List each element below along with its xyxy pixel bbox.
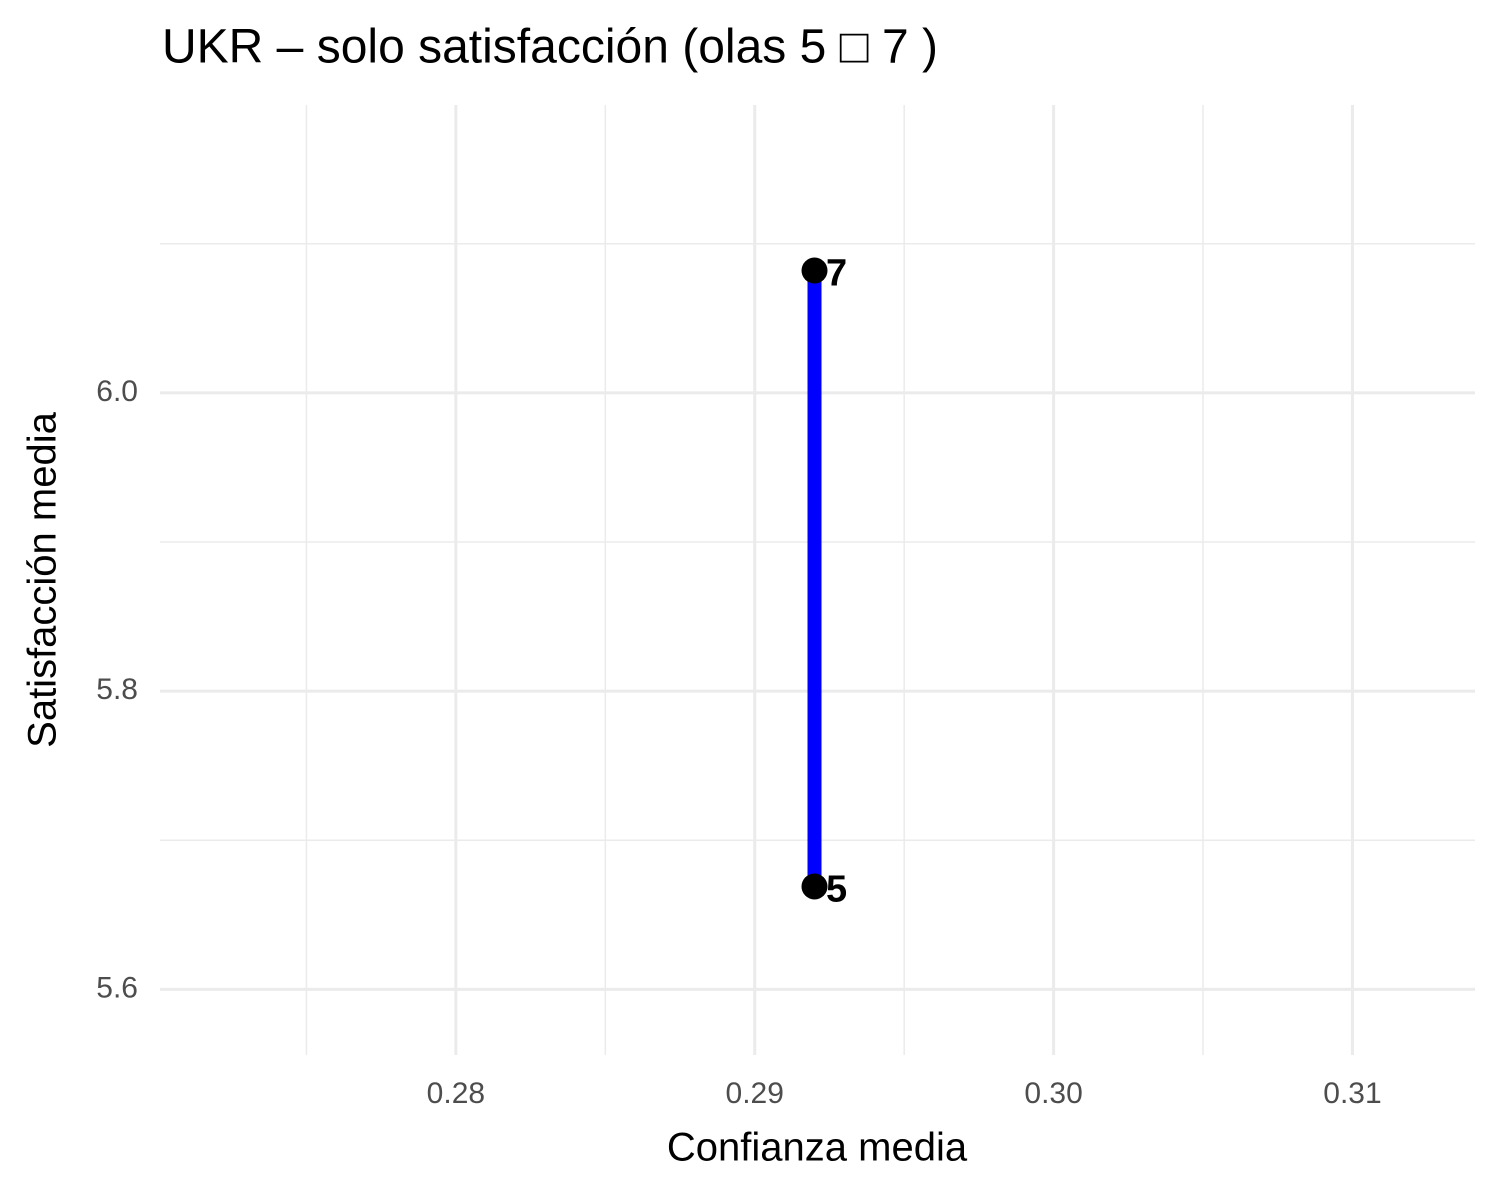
marks: 57 <box>801 253 847 911</box>
x-tick-label: 0.31 <box>1323 1077 1381 1110</box>
x-tick-label: 0.29 <box>726 1077 784 1110</box>
x-tick-label: 0.30 <box>1024 1077 1082 1110</box>
x-tick-label: 0.28 <box>427 1077 485 1110</box>
y-axis-title: Satisfacción media <box>21 411 65 747</box>
point <box>801 873 828 900</box>
point-label: 7 <box>826 253 847 295</box>
point <box>801 257 828 284</box>
y-tick-label: 6.0 <box>96 375 138 408</box>
y-tick-label: 5.6 <box>96 971 138 1004</box>
chart-title: UKR – solo satisfacción (olas 5 □ 7 ) <box>162 21 938 74</box>
y-tick-label: 5.8 <box>96 673 138 706</box>
x-axis-title: Confianza media <box>667 1126 968 1170</box>
point-label: 5 <box>826 869 847 911</box>
